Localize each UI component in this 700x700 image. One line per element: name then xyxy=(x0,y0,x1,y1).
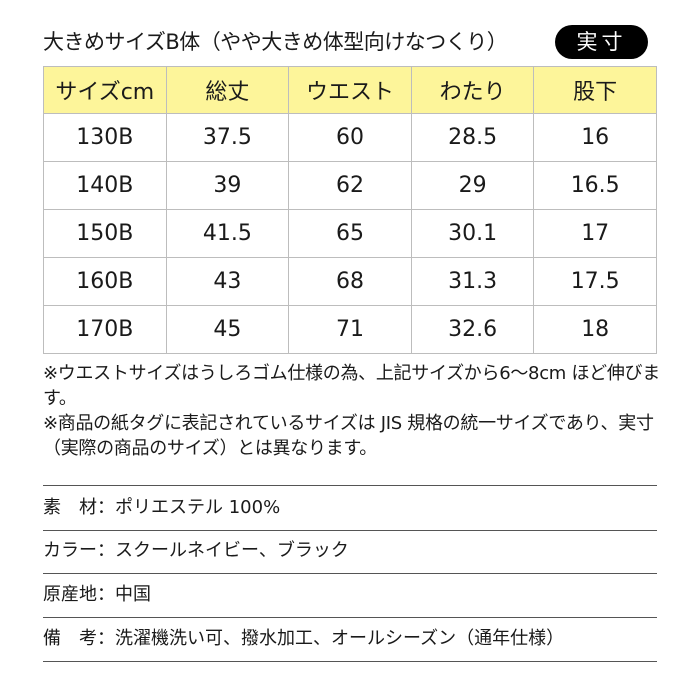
note-tag-size: ※商品の紙タグに表記されているサイズは JIS 規格の統一サイズであり、実寸（実… xyxy=(43,413,654,459)
spec-value: 中国 xyxy=(115,584,151,605)
table-cell: 17 xyxy=(533,209,657,258)
table-cell: 62 xyxy=(288,161,412,210)
column-header: ウエスト xyxy=(288,66,412,114)
table-cell: 130B xyxy=(43,113,167,162)
table-cell: 60 xyxy=(288,113,412,162)
table-cell: 43 xyxy=(165,257,290,306)
table-cell: 29 xyxy=(410,161,535,210)
spec-label: 原産地： xyxy=(43,584,115,605)
table-cell: 30.1 xyxy=(410,209,535,258)
actual-size-badge: 実寸 xyxy=(555,25,648,59)
spec-label: カラー： xyxy=(43,540,115,561)
table-cell: 41.5 xyxy=(165,209,290,258)
table-cell: 150B xyxy=(43,209,167,258)
table-cell: 65 xyxy=(288,209,412,258)
table-cell: 39 xyxy=(165,161,290,210)
column-header: わたり xyxy=(410,66,535,114)
note-waist: ※ウエストサイズはうしろゴム仕様の為、上記サイズから6～8cm ほど伸びます。 xyxy=(43,363,660,409)
table-cell: 16 xyxy=(533,113,657,162)
table-cell: 32.6 xyxy=(410,305,535,354)
table-row: 160B 43 68 31.3 17.5 xyxy=(43,257,657,306)
spec-value: 洗濯機洗い可、撥水加工、オールシーズン（通年仕様） xyxy=(115,628,565,649)
table-cell: 17.5 xyxy=(533,257,657,306)
spec-label: 備 考： xyxy=(43,628,115,649)
spec-row: 原産地：中国 xyxy=(43,573,657,618)
table-cell: 71 xyxy=(288,305,412,354)
table-cell: 16.5 xyxy=(533,161,657,210)
size-table: サイズcm 総丈 ウエスト わたり 股下 130B 37.5 60 28.5 16 140B 39 6… xyxy=(43,66,657,354)
table-cell: 18 xyxy=(533,305,657,354)
table-cell: 68 xyxy=(288,257,412,306)
spec-label: 素 材： xyxy=(43,497,115,518)
table-cell: 160B xyxy=(43,257,167,306)
spec-value: ポリエステル 100% xyxy=(115,497,281,518)
spec-value: スクールネイビー、ブラック xyxy=(115,540,349,561)
spec-row: 備 考：洗濯機洗い可、撥水加工、オールシーズン（通年仕様） xyxy=(43,617,657,662)
table-row: 170B 45 71 32.6 18 xyxy=(43,305,657,354)
table-cell: 28.5 xyxy=(410,113,535,162)
table-cell: 140B xyxy=(43,161,167,210)
column-header: 総丈 xyxy=(165,66,290,114)
page-title: 大きめサイズB体（やや大きめ体型向けなつくり） xyxy=(43,30,508,54)
column-header: サイズcm xyxy=(43,66,167,114)
spec-row: 素 材：ポリエステル 100% xyxy=(43,485,657,531)
table-row: 150B 41.5 65 30.1 17 xyxy=(43,209,657,258)
spec-row: カラー：スクールネイビー、ブラック xyxy=(43,529,657,574)
table-cell: 31.3 xyxy=(410,257,535,306)
table-cell: 45 xyxy=(165,305,290,354)
table-cell: 37.5 xyxy=(165,113,290,162)
table-header-row: サイズcm 総丈 ウエスト わたり 股下 xyxy=(43,66,657,114)
table-cell: 170B xyxy=(43,305,167,354)
table-row: 130B 37.5 60 28.5 16 xyxy=(43,113,657,162)
notes: ※ウエストサイズはうしろゴム仕様の為、上記サイズから6～8cm ほど伸びます。 … xyxy=(43,361,668,461)
table-row: 140B 39 62 29 16.5 xyxy=(43,161,657,210)
column-header: 股下 xyxy=(533,66,657,114)
